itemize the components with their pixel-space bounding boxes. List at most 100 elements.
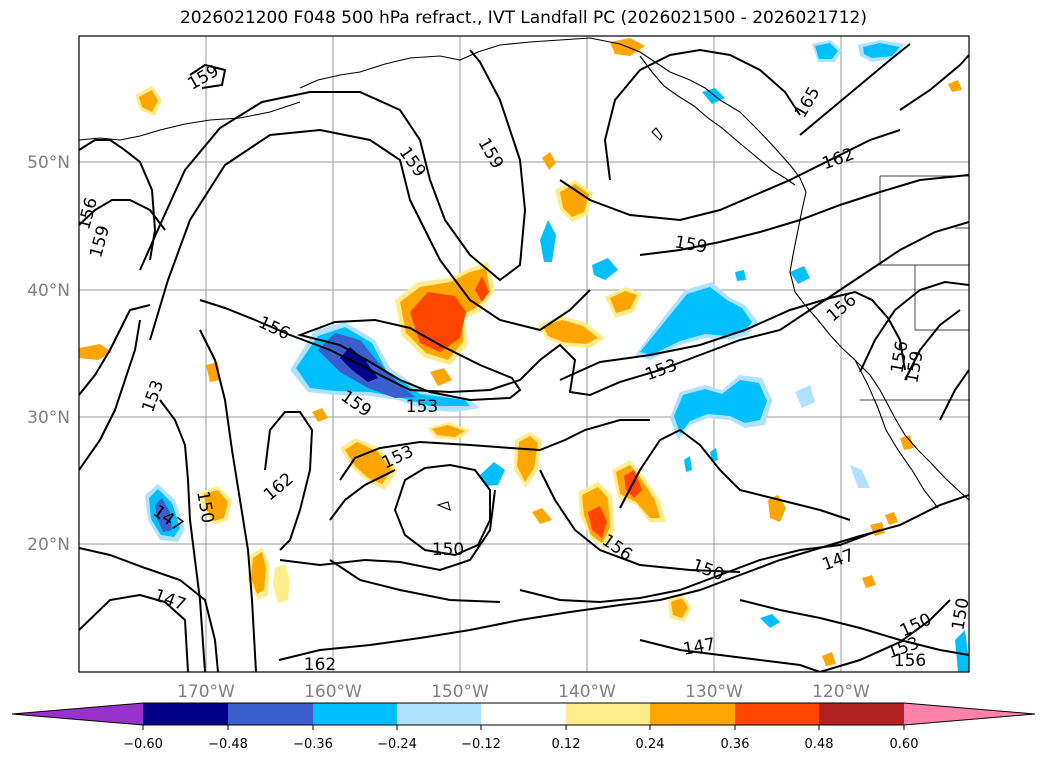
contour-line: [393, 463, 491, 557]
patch-positive: [671, 598, 688, 618]
contour-line: [339, 419, 650, 481]
colorbar-swatch-0: [12, 703, 143, 725]
patch-negative: [540, 220, 556, 262]
contour-line: [79, 304, 151, 396]
patch-positive: [610, 291, 637, 313]
contour-line: [79, 593, 189, 672]
patch-negative: [674, 380, 767, 434]
patch-positive: [430, 368, 452, 386]
colorbar-swatch-8: [735, 703, 819, 725]
patch-positive: [543, 320, 598, 344]
colorbar-swatch-9: [819, 703, 904, 725]
patch-positive: [822, 652, 836, 666]
island-hawaii: [436, 501, 451, 511]
patch-positive: [79, 344, 112, 360]
contour-line: [539, 469, 741, 573]
contour-line: [139, 49, 527, 282]
positive-patches: [79, 38, 962, 666]
border-states-1: [879, 176, 969, 266]
patch-positive: [560, 184, 589, 217]
border-states-2: [914, 265, 969, 331]
colorbar-swatch-3: [313, 703, 397, 725]
patch-positive: [517, 436, 538, 482]
contour-line: [199, 221, 969, 397]
colorbar-label: −0.48: [208, 737, 248, 752]
patch-positive: [204, 490, 228, 521]
patch-positive: [542, 152, 556, 170]
contour-label: 162: [304, 655, 336, 675]
colorbar-swatch-7: [650, 703, 735, 725]
contour-label: 150: [948, 596, 973, 631]
patch-positive: [312, 408, 328, 422]
colorbar-swatch-6: [566, 703, 650, 725]
lon-label-150w: 150°W: [431, 682, 489, 702]
contour-line: [939, 369, 969, 421]
patch-positive: [768, 495, 786, 522]
patch-positive: [345, 442, 392, 484]
colorbar-label: 0.12: [552, 737, 581, 752]
patch-positive: [862, 575, 876, 588]
colorbar-label: 0.24: [636, 737, 665, 752]
patch-positive: [588, 506, 607, 538]
patch-positive: [532, 508, 552, 524]
colorbar-swatch-1: [143, 703, 228, 725]
colorbar-label: −0.12: [461, 737, 501, 752]
patch-positive: [251, 552, 266, 594]
lon-label-170w: 170°W: [177, 682, 235, 702]
lon-label-130w: 130°W: [685, 682, 743, 702]
longitude-labels: 170°W 160°W 150°W 140°W 130°W 120°W: [177, 682, 870, 702]
colorbar-label: 0.48: [805, 737, 834, 752]
contour-line: [79, 199, 166, 231]
colorbar-swatch-10: [904, 703, 1035, 725]
lat-label-30n: 30°N: [27, 408, 70, 428]
contour-line: [159, 399, 206, 672]
patch-positive: [139, 90, 158, 112]
colorbar-label: −0.60: [123, 737, 163, 752]
contour-line: [559, 290, 906, 381]
contour-line: [264, 411, 314, 551]
height-contours: [79, 43, 969, 672]
colorbar-swatch-5: [481, 703, 566, 725]
contour-line: [329, 469, 396, 521]
coastline-bc: [639, 55, 796, 186]
contour-line: [899, 54, 969, 111]
contour-line: [603, 48, 801, 181]
patch-positive: [885, 512, 898, 525]
contour-line: [819, 599, 951, 672]
patch-negative: [850, 465, 870, 488]
contour-line: [189, 63, 227, 89]
patch-positive: [273, 564, 290, 603]
coastline-alaska: [299, 37, 807, 193]
patch-negative: [684, 456, 692, 472]
patch-negative: [795, 385, 815, 408]
patch-negative: [955, 630, 969, 672]
contour-label: 150: [432, 540, 464, 560]
colorbar-swatch-2: [228, 703, 313, 725]
contour-line: [559, 129, 901, 222]
patch-negative: [735, 270, 746, 281]
colorbar-label: −0.36: [293, 737, 333, 752]
patch-negative: [640, 287, 752, 355]
patch-positive: [900, 435, 914, 450]
coastline-baja: [854, 359, 939, 509]
colorbar-label: 0.36: [721, 737, 750, 752]
patch-positive: [475, 276, 489, 302]
contour-line: [199, 329, 257, 672]
colorbar-swatch-4: [397, 703, 481, 725]
patch-negative: [815, 43, 838, 59]
lat-label-40n: 40°N: [27, 281, 70, 301]
patch-negative: [592, 258, 618, 280]
patch-negative: [480, 462, 505, 486]
map-background: [79, 36, 969, 672]
contour-line: [329, 559, 501, 603]
lon-label-140w: 140°W: [558, 682, 616, 702]
colorbar: −0.60 −0.48 −0.36 −0.24 −0.12 0.12 0.24 …: [11, 702, 1036, 752]
patch-negative: [863, 43, 900, 58]
colorbar-label: 0.60: [890, 737, 919, 752]
patch-positive: [948, 80, 962, 92]
borders: [860, 175, 969, 401]
contour-line: [859, 280, 969, 373]
contour-line: [739, 599, 969, 656]
contour-line: [296, 318, 522, 402]
